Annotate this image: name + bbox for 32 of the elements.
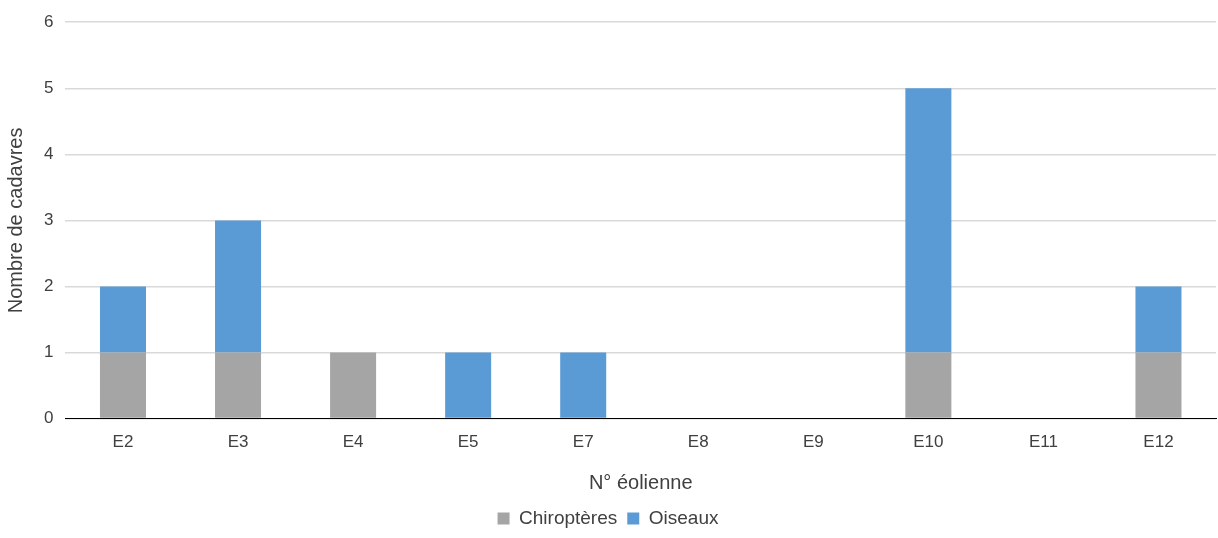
y-axis-title: Nombre de cadavres (3, 127, 26, 314)
x-axis-title: N° éolienne (588, 470, 693, 493)
bar (99, 286, 146, 353)
bar (445, 352, 492, 418)
x-tick-label: E10 (913, 432, 944, 452)
legend-label: Chiroptères (519, 506, 618, 528)
bar (905, 88, 952, 353)
x-tick-label: E8 (687, 432, 709, 452)
bar (1135, 352, 1182, 418)
x-tick-label: E3 (227, 432, 249, 452)
y-tick-label: 5 (43, 77, 54, 97)
y-tick-label: 6 (43, 11, 54, 31)
y-tick-label: 1 (43, 342, 54, 362)
bar (330, 352, 377, 418)
x-tick-label: E2 (112, 432, 134, 452)
legend-label: Oiseaux (648, 506, 719, 528)
x-tick-label: E4 (342, 432, 364, 452)
x-tick-label: E7 (572, 432, 594, 452)
y-tick-label: 3 (43, 210, 54, 230)
x-tick-label: E9 (802, 432, 824, 452)
bar (215, 220, 262, 353)
y-tick-label: 2 (43, 276, 54, 296)
bar (99, 352, 146, 418)
y-tick-label: 0 (43, 408, 54, 428)
x-tick-label: E11 (1028, 432, 1058, 452)
bar (905, 352, 952, 418)
bar (1135, 286, 1182, 353)
bar (560, 352, 607, 418)
bar (215, 352, 262, 418)
y-tick-label: 4 (43, 144, 54, 164)
x-tick-label: E5 (457, 432, 479, 452)
x-tick-label: E12 (1143, 432, 1174, 452)
